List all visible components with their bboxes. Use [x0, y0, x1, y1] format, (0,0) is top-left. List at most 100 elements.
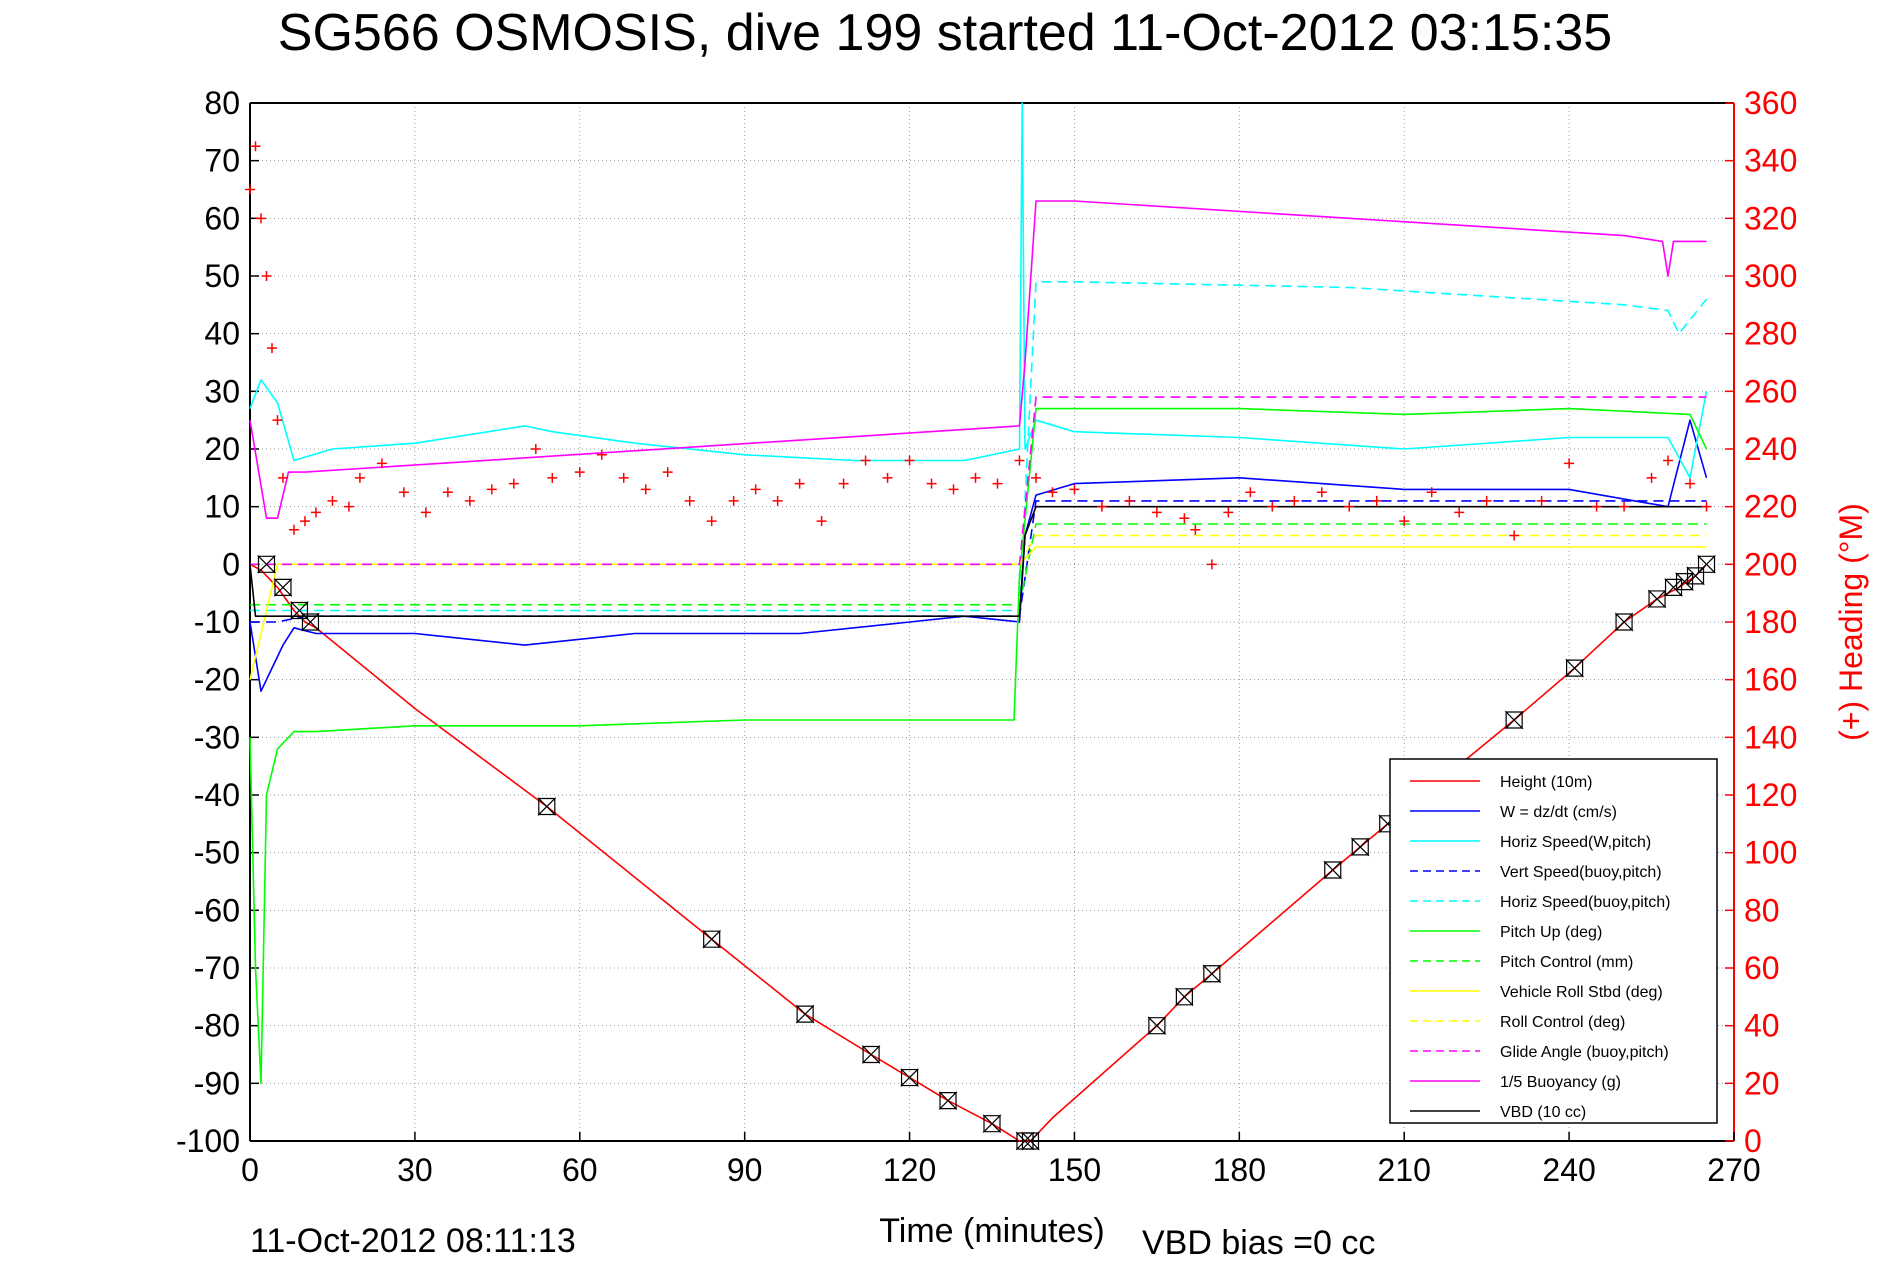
heading-point: [277, 472, 288, 483]
heading-point: [1245, 487, 1256, 498]
y-tick-label-right: 340: [1744, 143, 1797, 179]
heading-point: [838, 478, 849, 489]
y-tick-label-left: 60: [204, 200, 240, 236]
y-tick-label-left: 0: [222, 546, 240, 582]
heading-point: [1371, 495, 1382, 506]
heading-point: [574, 467, 585, 478]
legend-box: [1389, 758, 1718, 1124]
series-line-vert-speed-buoy-pitch: [250, 500, 1707, 623]
y-tick-label-left: -50: [194, 835, 240, 871]
legend-label: Horiz Speed(buoy,pitch): [1500, 894, 1670, 911]
heading-point: [255, 213, 266, 224]
series-line-1-5-buoyancy-g: [249, 200, 1707, 520]
x-tick-label: 120: [883, 1152, 936, 1188]
heading-point: [794, 478, 805, 489]
y-tick-label-right: 40: [1744, 1008, 1780, 1044]
heading-point: [1399, 516, 1410, 527]
y-tick-label-left: -100: [176, 1123, 240, 1159]
depth-marker: [1323, 860, 1343, 880]
depth-marker: [702, 929, 722, 949]
y-tick-label-left: -70: [194, 950, 240, 986]
depth-marker: [982, 1114, 1002, 1134]
y-tick-label-left: 50: [204, 258, 240, 294]
y-tick-label-left: 80: [204, 85, 240, 121]
series-line-vbd-10-cc: [249, 505, 1707, 618]
heading-point: [486, 484, 497, 495]
heading-point: [250, 141, 261, 152]
legend-label: Pitch Up (deg): [1500, 924, 1602, 941]
y-tick-label-right: 220: [1744, 489, 1797, 525]
legend-label: VBD (10 cc): [1500, 1104, 1586, 1121]
heading-point: [816, 516, 827, 527]
depth-marker: [273, 577, 293, 597]
heading-point: [530, 444, 541, 454]
heading-point: [1701, 501, 1712, 512]
heading-point: [1685, 478, 1696, 489]
heading-point: [547, 472, 558, 483]
x-tick-label: 30: [397, 1152, 433, 1188]
heading-point: [948, 484, 959, 495]
depth-marker: [1021, 1131, 1040, 1151]
legend-label: Horiz Speed(W,pitch): [1500, 834, 1651, 851]
depth-marker: [900, 1068, 920, 1088]
legend-label: Pitch Control (mm): [1500, 954, 1633, 971]
heading-point: [327, 495, 338, 506]
y-tick-label-left: 10: [204, 489, 240, 525]
depth-marker: [301, 612, 320, 632]
heading-point: [1206, 559, 1217, 570]
heading-point: [464, 495, 475, 506]
y-tick-label-right: 140: [1744, 719, 1797, 755]
x-tick-label: 180: [1213, 1152, 1266, 1188]
depth-marker: [1202, 964, 1222, 984]
legend: Height (10m) W = dz/dt (cm/s) Horiz Speed(…: [1389, 758, 1718, 1124]
heading-markers: [245, 141, 1712, 570]
footer-vbd-bias: VBD bias =0 cc: [1142, 1224, 1375, 1262]
depth-marker: [537, 797, 557, 816]
heading-point: [1316, 487, 1327, 498]
heading-point: [970, 472, 981, 483]
heading-point: [420, 507, 431, 518]
heading-point: [261, 271, 272, 281]
heading-point: [618, 472, 629, 483]
y-tick-label-left: -90: [194, 1065, 240, 1101]
y-tick-label-right: 180: [1744, 604, 1797, 640]
heading-point: [1223, 507, 1234, 518]
heading-point: [662, 467, 673, 478]
heading-point: [1536, 495, 1547, 506]
depth-marker: [938, 1091, 958, 1111]
legend-label: 1/5 Buoyancy (g): [1500, 1074, 1621, 1091]
y-tick-label-left: 70: [204, 143, 240, 179]
depth-marker: [1147, 1016, 1167, 1036]
heading-point: [1454, 507, 1465, 518]
heading-point: [1619, 501, 1630, 512]
y-tick-label-right: 360: [1744, 85, 1797, 121]
chart-title: SG566 OSMOSIS, dive 199 started 11-Oct-2…: [278, 4, 1612, 62]
y-tick-label-left: -30: [194, 719, 240, 755]
heading-point: [299, 516, 310, 527]
heading-point: [1564, 458, 1575, 469]
y-tick-label-left: 30: [204, 373, 240, 409]
y-tick-label-right: 120: [1744, 777, 1797, 813]
heading-point: [596, 449, 607, 460]
heading-point: [1069, 484, 1080, 495]
heading-point: [354, 472, 365, 483]
x-tick-label: 0: [241, 1152, 259, 1188]
depth-marker: [257, 554, 276, 574]
depth-marker: [1504, 710, 1524, 730]
heading-point: [272, 415, 283, 426]
series-line-horiz-speed-buoy-pitch: [250, 280, 1708, 612]
legend-label: Glide Angle (buoy,pitch): [1500, 1044, 1669, 1061]
y-tick-label-right: 100: [1744, 835, 1797, 871]
heading-point: [1030, 472, 1041, 483]
heading-point: [1509, 530, 1520, 541]
heading-point: [1190, 524, 1201, 535]
x-axis-label: Time (minutes): [879, 1212, 1104, 1250]
heading-point: [904, 455, 915, 466]
heading-point: [640, 484, 651, 495]
depth-marker: [1565, 658, 1585, 678]
series-line-w-dz-dt-cm-s: [249, 419, 1708, 693]
heading-point: [860, 455, 871, 466]
heading-point: [1646, 472, 1657, 483]
heading-point: [1151, 507, 1162, 518]
